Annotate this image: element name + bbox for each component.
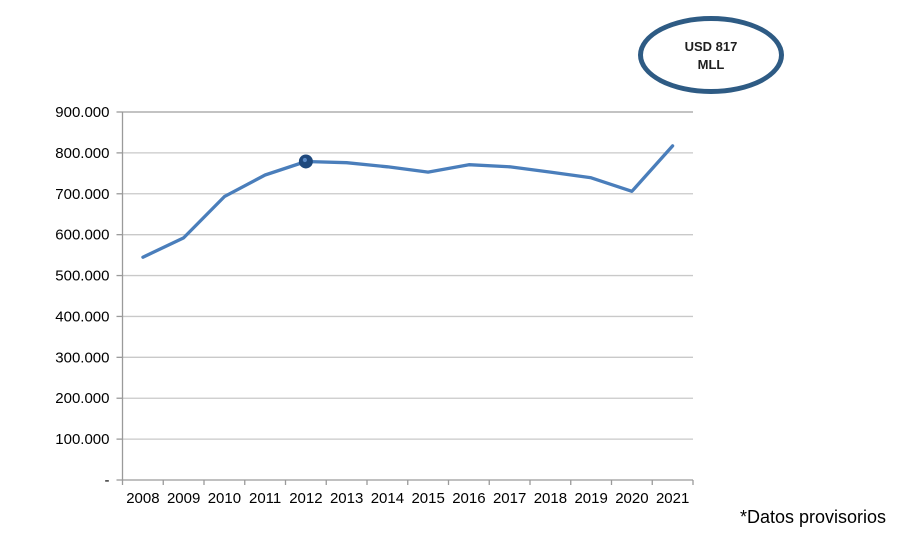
callout-line2: MLL — [697, 56, 725, 72]
y-axis-label: 800.000 — [55, 145, 109, 162]
x-axis-label: 2018 — [534, 490, 567, 507]
x-axis-label: 2019 — [574, 490, 607, 507]
y-axis-label: 900.000 — [55, 104, 109, 121]
y-axis-label: 100.000 — [55, 431, 109, 448]
x-axis-label: 2015 — [411, 490, 444, 507]
y-axis-label: 300.000 — [55, 349, 109, 366]
x-axis-label: 2012 — [289, 490, 322, 507]
y-axis-label: 700.000 — [55, 186, 109, 203]
x-axis-label: 2021 — [656, 490, 689, 507]
x-axis-label: 2013 — [330, 490, 363, 507]
x-axis-label: 2008 — [126, 490, 159, 507]
y-axis-label: 200.000 — [55, 390, 109, 407]
x-axis-label: 2010 — [208, 490, 241, 507]
x-axis-label: 2009 — [167, 490, 200, 507]
x-axis-label: 2017 — [493, 490, 526, 507]
x-axis-label: 2014 — [371, 490, 404, 507]
x-axis-label: 2020 — [615, 490, 648, 507]
callout-ellipse: USD 817 MLL — [638, 16, 784, 94]
x-axis-label: 2016 — [452, 490, 485, 507]
y-axis-label: - — [105, 472, 110, 489]
peak-marker-highlight — [302, 157, 307, 163]
callout-line1: USD 817 — [684, 38, 738, 54]
x-axis-label: 2011 — [249, 490, 281, 507]
data-line — [141, 144, 675, 259]
footnote: *Datos provisorios — [739, 507, 886, 527]
y-axis-label: 600.000 — [55, 227, 109, 244]
y-axis-label: 500.000 — [55, 268, 109, 285]
y-axis-label: 400.000 — [55, 308, 109, 325]
